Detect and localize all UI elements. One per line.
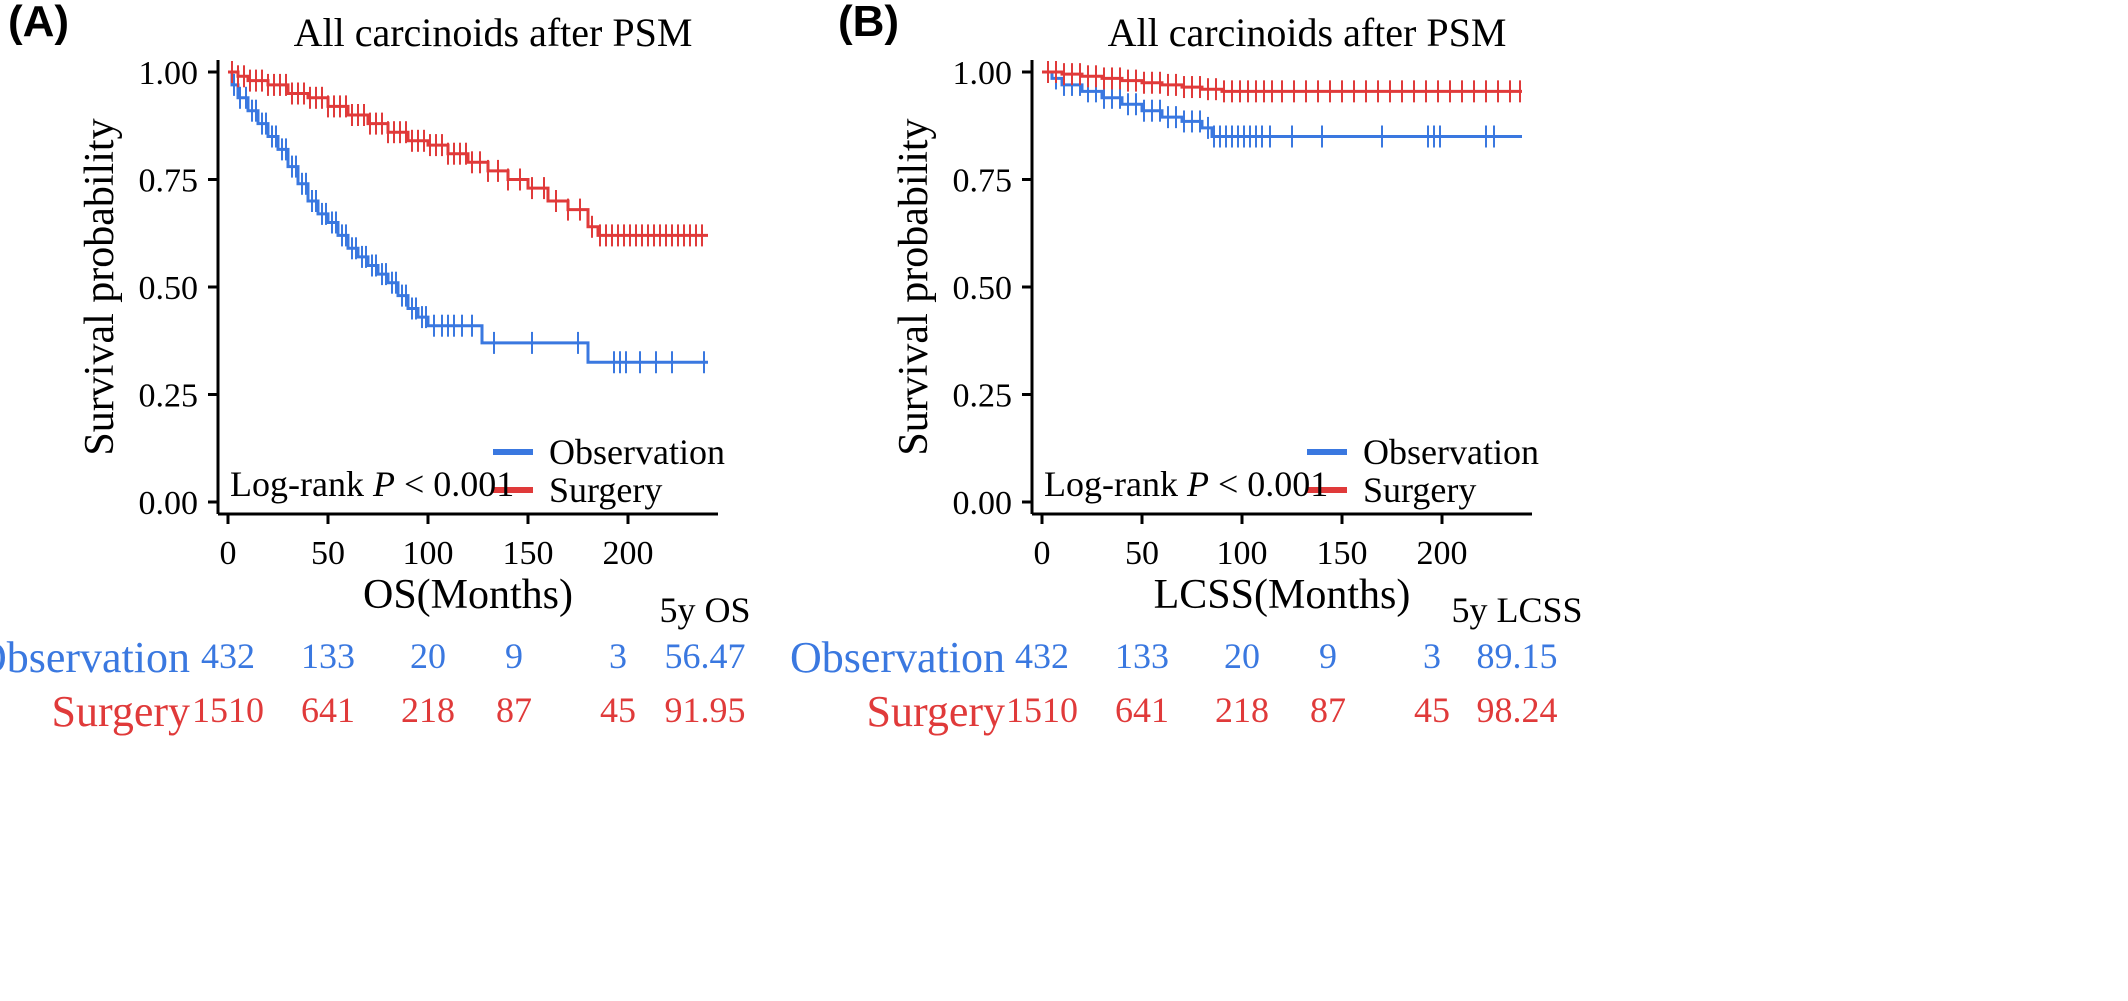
- survival-curve-observation: [1042, 70, 1522, 138]
- risk-count: 45: [1414, 690, 1450, 730]
- risk-count: 218: [1215, 690, 1269, 730]
- y-tick-label: 0.75: [953, 163, 1013, 200]
- stat-rest: < 0.001: [395, 464, 514, 504]
- x-tick-label: 50: [311, 535, 345, 572]
- survival-curve-observation: [228, 70, 708, 364]
- y-tick-label: 0.25: [139, 378, 199, 415]
- risk-table: 5y OS Observation 432 133 20 9 3 56.47 Surgery15…: [0, 590, 751, 736]
- chart-title: All carcinoids after PSM: [1108, 10, 1507, 55]
- series-observation: [1042, 61, 1522, 148]
- series-surgery: [228, 61, 708, 247]
- risk-summary-header: 5y LCSS: [1451, 590, 1582, 630]
- risk-count: 20: [410, 636, 446, 676]
- y-tick-label: 0.00: [953, 485, 1013, 522]
- risk-count: 3: [609, 636, 627, 676]
- risk-summary-header: 5y OS: [659, 590, 750, 630]
- stat-prefix: Log-rank: [1044, 464, 1187, 504]
- risk-summary-value: 56.47: [665, 636, 746, 676]
- risk-count: 1510: [192, 690, 264, 730]
- log-rank-p-value: Log-rank P < 0.001: [230, 464, 514, 504]
- risk-count: 641: [1115, 690, 1169, 730]
- legend-label-surgery: Surgery: [1363, 470, 1476, 510]
- legend-label-observation: Observation: [1363, 432, 1539, 472]
- risk-count: 432: [1015, 636, 1069, 676]
- x-tick-label: 100: [1217, 535, 1268, 572]
- y-tick-label: 1.00: [953, 55, 1013, 92]
- y-tick-label: 1.00: [139, 55, 199, 92]
- stat-prefix: Log-rank: [230, 464, 373, 504]
- panel-b: (B) All carcinoids after PSM 0.00 0.25 0.50 0…: [790, 0, 1583, 736]
- series-surgery: [1042, 61, 1522, 103]
- x-tick-label: 50: [1125, 535, 1159, 572]
- x-tick-label: 200: [603, 535, 654, 572]
- x-axis-title: OS(Months): [363, 572, 573, 618]
- risk-count: 133: [1115, 636, 1169, 676]
- y-tick-label: 0.50: [139, 270, 199, 307]
- risk-count: 45: [600, 690, 636, 730]
- risk-count: 218: [401, 690, 455, 730]
- log-rank-p-value: Log-rank P < 0.001: [1044, 464, 1328, 504]
- risk-count: 3: [1423, 636, 1441, 676]
- legend-label-observation: Observation: [549, 432, 725, 472]
- risk-table: 5y LCSS Observation 432 133 20 9 3 89.15 Surgery…: [790, 590, 1583, 736]
- x-tick-label: 150: [1317, 535, 1368, 572]
- stat-rest: < 0.001: [1209, 464, 1328, 504]
- risk-summary-value: 89.15: [1477, 636, 1558, 676]
- risk-count: 432: [201, 636, 255, 676]
- risk-count: 9: [1319, 636, 1337, 676]
- series-observation: [228, 70, 708, 374]
- risk-count: 87: [1310, 690, 1346, 730]
- risk-count: 641: [301, 690, 355, 730]
- x-axis-title: LCSS(Months): [1154, 572, 1411, 618]
- x-tick-label: 150: [503, 535, 554, 572]
- x-tick-label: 0: [1034, 535, 1051, 572]
- panel-label: (A): [8, 0, 69, 46]
- risk-count: 20: [1224, 636, 1260, 676]
- panel-label: (B): [838, 0, 899, 46]
- y-tick-label: 0.00: [139, 485, 199, 522]
- legend-label-surgery: Surgery: [549, 470, 662, 510]
- risk-count: 1510: [1006, 690, 1078, 730]
- y-axis-title: Survival probability: [891, 118, 937, 455]
- x-tick-label: 200: [1417, 535, 1468, 572]
- x-tick-label: 0: [220, 535, 237, 572]
- panel-a: (A) All carcinoids after PSM 0.00 0.25 0.50 0…: [0, 0, 751, 736]
- y-tick-label: 0.50: [953, 270, 1013, 307]
- y-tick-label: 0.25: [953, 378, 1013, 415]
- stat-p: P: [372, 464, 395, 504]
- risk-count: 133: [301, 636, 355, 676]
- survival-curve-surgery: [228, 70, 708, 237]
- risk-count: 87: [496, 690, 532, 730]
- stat-p: P: [1186, 464, 1209, 504]
- risk-summary-value: 91.95: [665, 690, 746, 730]
- y-tick-label: 0.75: [139, 163, 199, 200]
- y-axis-title: Survival probability: [77, 118, 123, 455]
- risk-row-label-observation: Observation: [790, 633, 1005, 682]
- risk-summary-value: 98.24: [1477, 690, 1558, 730]
- risk-row-label-observation: Observation: [0, 633, 190, 682]
- risk-row-label-surgery: Surgery: [51, 687, 190, 736]
- x-tick-label: 100: [403, 535, 454, 572]
- risk-count: 9: [505, 636, 523, 676]
- risk-row-label-surgery: Surgery: [866, 687, 1005, 736]
- chart-title: All carcinoids after PSM: [294, 10, 693, 55]
